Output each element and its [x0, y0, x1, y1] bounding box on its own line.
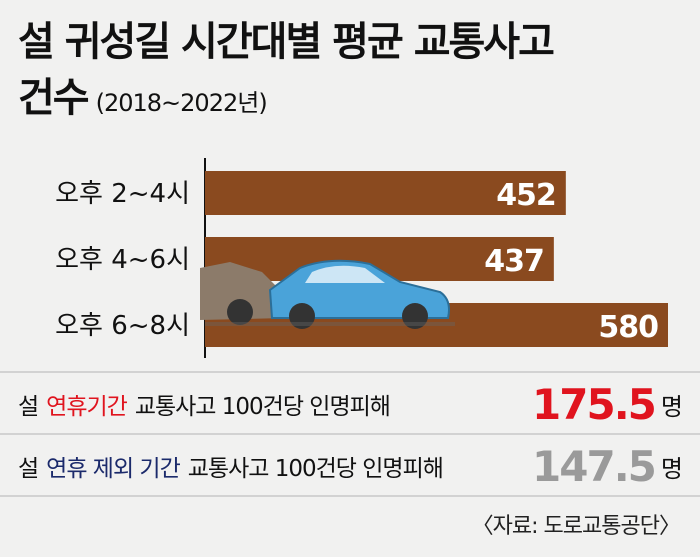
- stat-suffix: 교통사고 100건당 인명피해: [187, 456, 444, 482]
- chart-subtitle: (2018~2022년): [95, 89, 268, 117]
- title-block: 설 귀성길 시간대별 평균 교통사고 건수 (2018~2022년): [18, 14, 578, 131]
- category-label: 오후 6~8시: [55, 311, 190, 341]
- car-illustration: [200, 259, 455, 329]
- bar: [205, 171, 566, 215]
- stat-row: 설 연휴 제외 기간 교통사고 100건당 인명피해 147.5 명: [18, 435, 683, 497]
- value-label: 580: [598, 310, 658, 345]
- stat-unit: 명: [660, 392, 683, 421]
- car-gray: [200, 262, 285, 320]
- stat-highlight: 연휴기간: [46, 394, 128, 420]
- stat-value: 147.5: [532, 441, 657, 491]
- stat-value: 175.5: [532, 379, 657, 429]
- stat-suffix: 교통사고 100건당 인명피해: [134, 394, 391, 420]
- category-label: 오후 2~4시: [55, 179, 190, 209]
- car-window: [305, 265, 385, 283]
- value-label: 437: [484, 244, 544, 279]
- source: 〈자료: 도로교통공단〉: [471, 514, 681, 539]
- wheel: [402, 303, 428, 329]
- stat-row: 설 연휴기간 교통사고 100건당 인명피해 175.5 명: [18, 373, 683, 435]
- wheel: [227, 299, 253, 325]
- stat-highlight: 연휴 제외 기간: [46, 456, 181, 482]
- chart-title: 설 귀성길 시간대별 평균 교통사고 건수: [18, 19, 555, 121]
- stat-unit: 명: [660, 454, 683, 483]
- stat-prefix: 설: [18, 456, 39, 482]
- wheel: [289, 303, 315, 329]
- stat-prefix: 설: [18, 394, 39, 420]
- value-label: 452: [496, 178, 556, 213]
- category-label: 오후 4~6시: [55, 245, 190, 275]
